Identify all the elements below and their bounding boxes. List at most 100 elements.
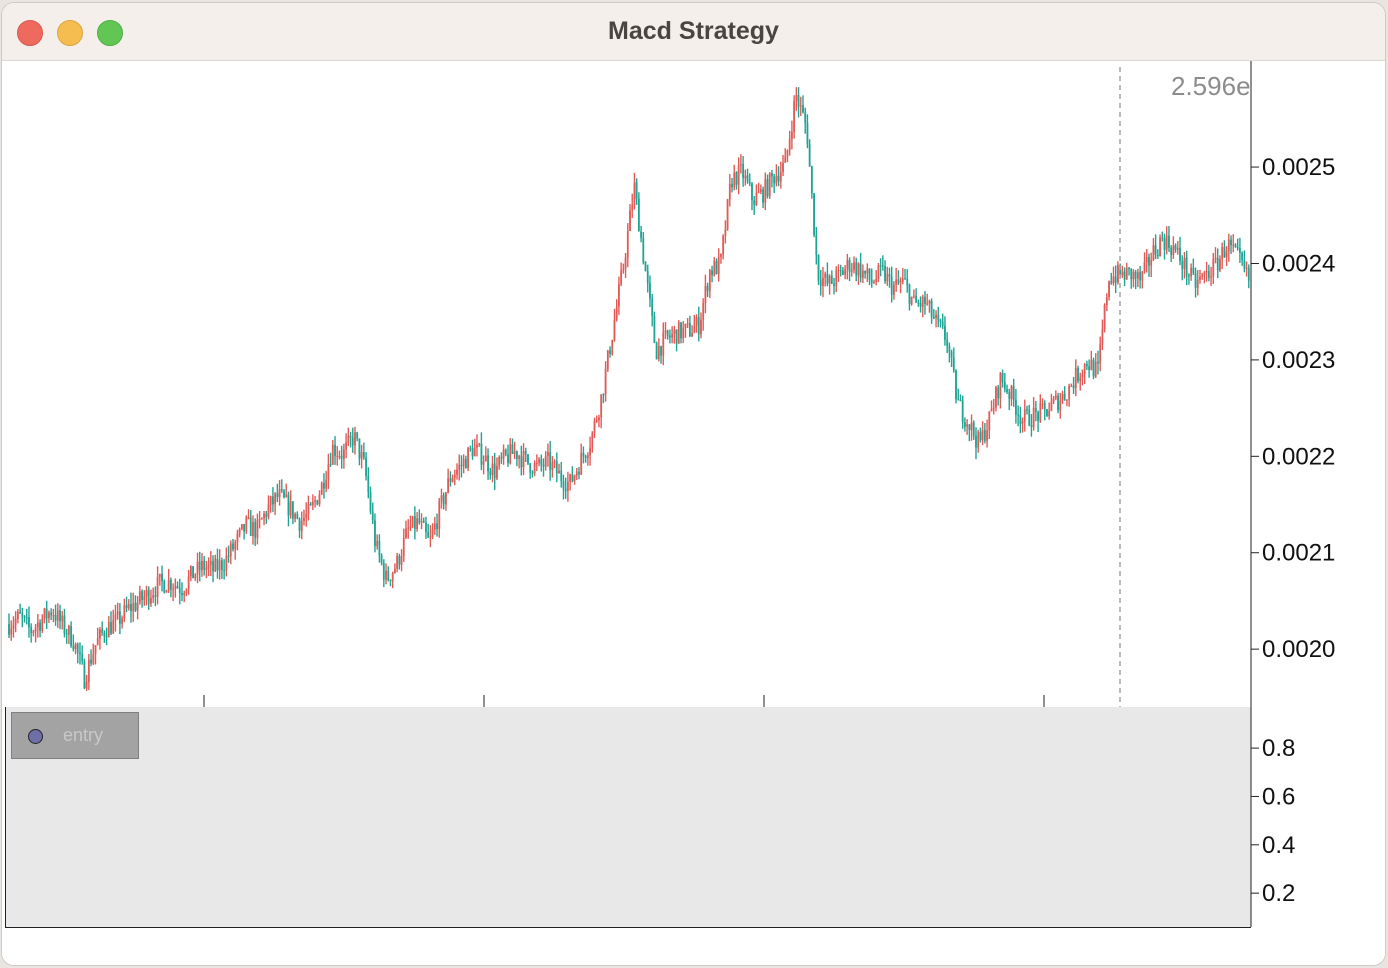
candle-body [1108, 281, 1110, 298]
candle-body [1148, 257, 1150, 266]
candle-body [1128, 267, 1130, 269]
candle-body [555, 461, 558, 474]
candle-body [995, 387, 997, 408]
candle-body [1225, 251, 1228, 258]
candle-body [52, 615, 55, 617]
candle-body [41, 619, 44, 631]
zoom-window-button[interactable] [97, 20, 123, 46]
candle-body [857, 263, 860, 276]
candle-body [806, 122, 809, 145]
candle-body [1130, 268, 1133, 280]
candle-body [1103, 304, 1106, 330]
candle-body [697, 317, 700, 335]
candle-body [30, 627, 33, 633]
candle-body [567, 481, 569, 492]
candle-body [1066, 399, 1068, 401]
candle-body [121, 618, 124, 624]
candle-body [409, 526, 412, 528]
legend[interactable]: entry [11, 712, 139, 759]
candle-body [476, 444, 478, 448]
candle-body [822, 277, 824, 286]
candle-body [893, 284, 895, 295]
price-tick-label: 0.0021 [1262, 540, 1335, 567]
candle-body [553, 461, 556, 463]
candle-body [986, 430, 988, 441]
candle-body [307, 503, 310, 514]
candle-body [487, 455, 489, 472]
candle-body [194, 574, 197, 579]
candle-body [600, 394, 603, 418]
candle-body [646, 271, 649, 284]
candle-body [400, 556, 403, 565]
title-bar[interactable]: Macd Strategy [2, 3, 1385, 61]
candle-body [990, 408, 993, 412]
candle-body [766, 179, 769, 197]
candle-body [438, 501, 441, 530]
candle-body [680, 322, 682, 339]
candle-body [172, 588, 175, 590]
candle-body [595, 420, 598, 422]
candle-body [926, 303, 929, 305]
candle-body [961, 400, 964, 422]
candle-body [338, 455, 341, 457]
indicator-tick-label: 0.6 [1262, 783, 1295, 810]
candle-body [875, 278, 878, 283]
candle-body [1097, 361, 1099, 364]
candle-body [260, 518, 263, 520]
candle-body [1139, 272, 1142, 281]
candle-body [569, 474, 572, 482]
candle-body [881, 265, 884, 267]
candle-body [677, 322, 680, 344]
candle-body [1070, 385, 1073, 387]
candle-body [1077, 368, 1079, 382]
candle-body [932, 317, 935, 319]
indicator-panel[interactable] [5, 707, 1251, 927]
candle-body [575, 471, 578, 476]
candle-body [895, 279, 898, 285]
candle-body [252, 522, 254, 536]
candle-body [362, 452, 365, 458]
candle-body [864, 270, 866, 274]
candle-body [686, 323, 689, 325]
candle-body [32, 631, 35, 633]
candle-body [125, 605, 128, 609]
close-window-button[interactable] [17, 20, 43, 46]
candle-body [795, 95, 798, 102]
candle-body [123, 605, 126, 619]
candle-body [1168, 235, 1170, 248]
candle-body [1154, 245, 1157, 255]
candle-body [227, 555, 230, 557]
candle-body [737, 165, 740, 185]
minimize-window-button[interactable] [57, 20, 83, 46]
candle-body [688, 323, 691, 337]
candle-body [1026, 409, 1028, 411]
candle-body [192, 566, 194, 579]
candle-body [478, 443, 481, 445]
candle-body [402, 537, 405, 557]
candle-body [522, 450, 525, 468]
candle-body [744, 175, 747, 179]
candle-body [786, 149, 789, 157]
candle-body [114, 614, 117, 621]
candle-body [1145, 257, 1148, 263]
candle-body [520, 456, 523, 468]
candle-body [848, 260, 851, 272]
candle-body [380, 555, 383, 564]
candle-body [1072, 385, 1075, 388]
candle-body [507, 454, 509, 463]
candle-body [347, 435, 350, 443]
candle-body [358, 438, 361, 459]
candle-body [1219, 258, 1221, 271]
candle-body [540, 459, 543, 465]
candle-body [174, 586, 177, 589]
candle-body [156, 576, 159, 597]
chart-canvas[interactable]: 0.0020 0.0021 0.0022 0.0023 0.0024 0.0025 0.2 0… [2, 61, 1385, 965]
candle-body [340, 455, 343, 459]
candle-body [711, 270, 713, 276]
candle-body [147, 589, 150, 604]
plot-area[interactable]: 0.0020 0.0021 0.0022 0.0023 0.0024 0.0025 0.2 0… [2, 61, 1385, 965]
candle-body [669, 335, 671, 338]
candle-body [593, 420, 596, 434]
candle-body [1048, 410, 1051, 417]
candle-body [890, 276, 893, 295]
